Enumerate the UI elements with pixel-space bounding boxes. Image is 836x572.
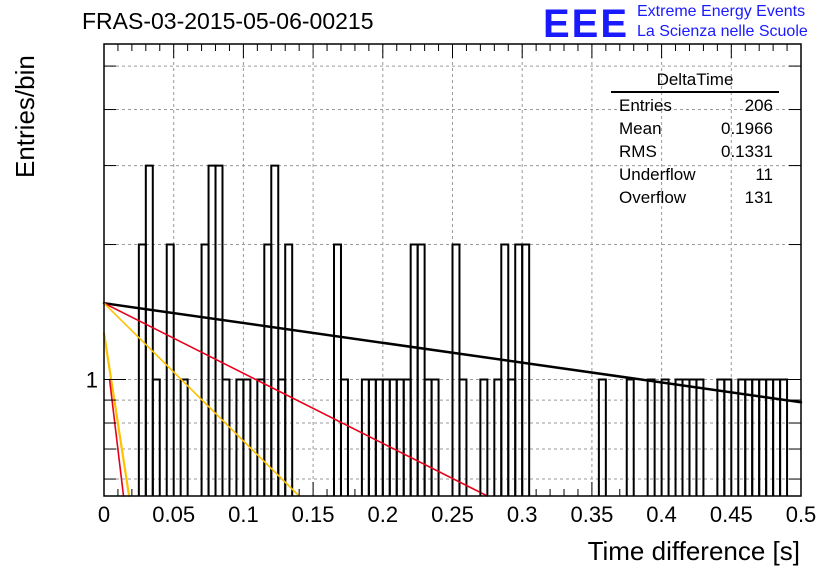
histogram-bar	[381, 378, 391, 496]
histogram-bar	[151, 378, 161, 496]
histogram-bar	[200, 243, 210, 496]
histogram-bar	[270, 164, 280, 496]
histogram-bar	[402, 378, 412, 496]
histogram-bar	[333, 243, 342, 496]
histogram-bar	[374, 378, 384, 496]
histogram-bar	[695, 378, 705, 496]
histogram-bar	[207, 164, 217, 496]
org-name-line2: La Scienza nelle Scuole	[637, 23, 808, 40]
stats-label: Entries	[619, 96, 672, 115]
stats-value: 131	[744, 188, 773, 207]
histogram-bar	[165, 243, 175, 496]
fit-curve	[102, 331, 131, 498]
x-tick-label: 0.35	[570, 502, 613, 527]
stats-row: RMS 0.1331	[611, 140, 779, 163]
axis-ticks	[103, 44, 802, 496]
histogram-bar	[723, 378, 733, 496]
fit-curve	[103, 302, 300, 497]
histogram-bar	[772, 378, 782, 496]
histogram-bar	[423, 378, 433, 496]
histogram-bar	[493, 378, 503, 496]
histogram-bar	[597, 378, 607, 496]
histogram-bar	[451, 243, 461, 496]
stats-value: 206	[744, 96, 773, 115]
histogram-bar	[779, 378, 789, 496]
stats-box: DeltaTime Entries 206 Mean 0.1966 RMS 0.1331 U…	[611, 70, 779, 209]
histogram-bar	[674, 378, 684, 496]
x-tick-label: 0.05	[152, 502, 195, 527]
histogram-bar	[416, 243, 426, 496]
histogram-bar	[744, 378, 754, 496]
histogram-bar	[242, 378, 252, 496]
stats-row: Overflow 131	[611, 186, 779, 209]
histogram-bar	[221, 378, 231, 496]
stats-value: 0.1966	[721, 119, 773, 138]
stats-label: RMS	[619, 142, 657, 161]
histogram-bar	[179, 378, 189, 496]
stats-name: DeltaTime	[611, 70, 779, 93]
eee-logo: EEE	[543, 2, 630, 46]
histogram-bar	[458, 378, 468, 496]
histogram-bar	[716, 378, 726, 496]
histogram-bar	[737, 378, 747, 496]
histogram-bar	[339, 378, 349, 496]
x-tick-label: 0.5	[786, 502, 817, 527]
histogram-bar	[137, 243, 147, 496]
stats-rows: Entries 206 Mean 0.1966 RMS 0.1331 Underflow 11…	[611, 94, 779, 209]
histogram-bar	[625, 378, 635, 496]
stats-row: Entries 206	[611, 94, 779, 117]
histogram-bar	[660, 378, 670, 496]
histogram-bar	[395, 378, 405, 496]
x-axis-label: Time difference [s]	[588, 536, 800, 566]
x-tick-label: 0.25	[431, 502, 474, 527]
fit-curve	[102, 301, 803, 404]
histogram-bar	[681, 378, 691, 496]
fit-curves	[102, 301, 803, 498]
x-tick-label: 0.1	[228, 502, 259, 527]
histogram-bar	[144, 164, 154, 496]
org-name-line1: Extreme Energy Events	[637, 3, 806, 20]
histogram-bar	[521, 243, 531, 496]
stats-label: Underflow	[619, 165, 696, 184]
x-tick-label: 0.3	[507, 502, 538, 527]
histogram-bar	[263, 243, 273, 496]
y-tick-label: 1	[86, 368, 98, 393]
stats-value: 11	[755, 165, 773, 184]
stats-row: Mean 0.1966	[611, 117, 779, 140]
x-tick-labels: 0 0.05 0.1 0.15 0.2 0.25 0.3 0.35 0.4 0.45 0.5	[98, 502, 816, 527]
x-tick-label: 0.2	[368, 502, 399, 527]
histogram-bar	[360, 378, 370, 496]
histogram-bar	[284, 243, 294, 496]
stats-label: Overflow	[619, 188, 687, 207]
histogram-bar	[214, 164, 224, 496]
x-tick-label: 0.45	[710, 502, 753, 527]
stats-label: Mean	[619, 119, 662, 138]
histogram-bar	[256, 378, 266, 496]
fit-curve	[108, 378, 125, 497]
histogram-bar	[388, 378, 398, 496]
x-tick-label: 0.15	[292, 502, 335, 527]
histogram-bar	[646, 378, 656, 496]
stats-row: Underflow 11	[611, 163, 779, 186]
histogram-bars	[137, 164, 789, 496]
histogram-bar	[430, 378, 440, 496]
histogram-bar	[479, 378, 489, 496]
histogram-bar	[500, 243, 510, 496]
histogram-bar	[514, 243, 524, 496]
fit-curve	[103, 302, 489, 497]
y-axis-label: Entries/bin	[10, 55, 40, 178]
histogram-bar	[688, 378, 698, 496]
x-tick-label: 0	[98, 502, 110, 527]
y-tick-labels: 1	[86, 368, 98, 393]
x-tick-label: 0.4	[646, 502, 677, 527]
plot-title: FRAS-03-2015-05-06-00215	[82, 8, 374, 34]
histogram-bar	[507, 378, 517, 496]
stats-value: 0.1331	[721, 142, 773, 161]
